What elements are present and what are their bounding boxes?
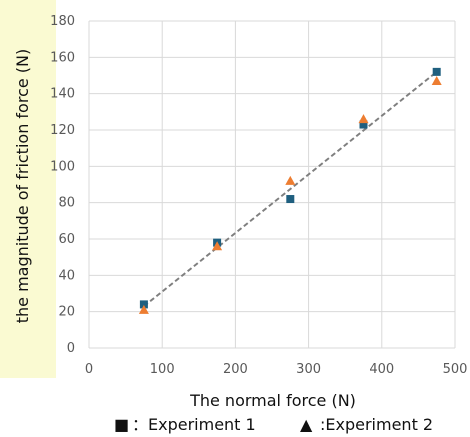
y-axis-title: the magnitude of friction force (N) — [13, 49, 32, 324]
y-tick-label: 160 — [50, 50, 75, 65]
experiment-1-point — [432, 67, 441, 76]
legend-label-experiment-1: ：Experiment 1 — [132, 415, 256, 434]
legend-symbol-triangle: ▲ — [300, 415, 313, 434]
experiment-1-point — [139, 300, 148, 309]
experiment-2-point — [285, 175, 296, 185]
legend-label-experiment-2: :Experiment 2 — [320, 415, 433, 434]
experiment-1-point — [286, 195, 295, 204]
legend: ■ ：Experiment 1 ▲ :Experiment 2 — [114, 415, 433, 434]
x-axis-title: The normal force (N) — [189, 391, 356, 410]
experiment-2-point — [431, 75, 442, 85]
y-tick-label: 180 — [50, 14, 75, 29]
trendline-group — [143, 71, 438, 307]
x-tick-label: 400 — [369, 362, 394, 377]
x-tick-label: 500 — [443, 362, 468, 377]
x-tick-label: 100 — [150, 362, 175, 377]
plot-area-background — [56, 0, 470, 378]
x-tick-label: 300 — [296, 362, 321, 377]
experiment-1-point — [359, 120, 368, 129]
y-tick-label: 100 — [50, 159, 75, 174]
experiment-2-point — [358, 114, 369, 124]
trendline — [143, 71, 438, 307]
x-tick-label: 0 — [85, 362, 93, 377]
y-tick-label: 20 — [58, 305, 75, 320]
y-tick-label: 0 — [67, 341, 75, 356]
y-tick-label: 80 — [58, 196, 75, 211]
y-tick-label: 40 — [58, 268, 75, 283]
x-tick-label: 200 — [223, 362, 248, 377]
x-tick-labels: 0 100 200 300 400 500 — [85, 362, 468, 377]
y-tick-label: 140 — [50, 87, 75, 102]
y-tick-label: 60 — [58, 232, 75, 247]
y-tick-labels: 0 20 40 60 80 100 120 140 160 180 — [50, 14, 75, 356]
y-tick-label: 120 — [50, 123, 75, 138]
experiment-2-point — [212, 241, 223, 251]
legend-symbol-square: ■ — [114, 415, 129, 434]
grid — [88, 20, 456, 349]
data-marks — [138, 67, 442, 314]
experiment-2-point — [138, 304, 149, 314]
